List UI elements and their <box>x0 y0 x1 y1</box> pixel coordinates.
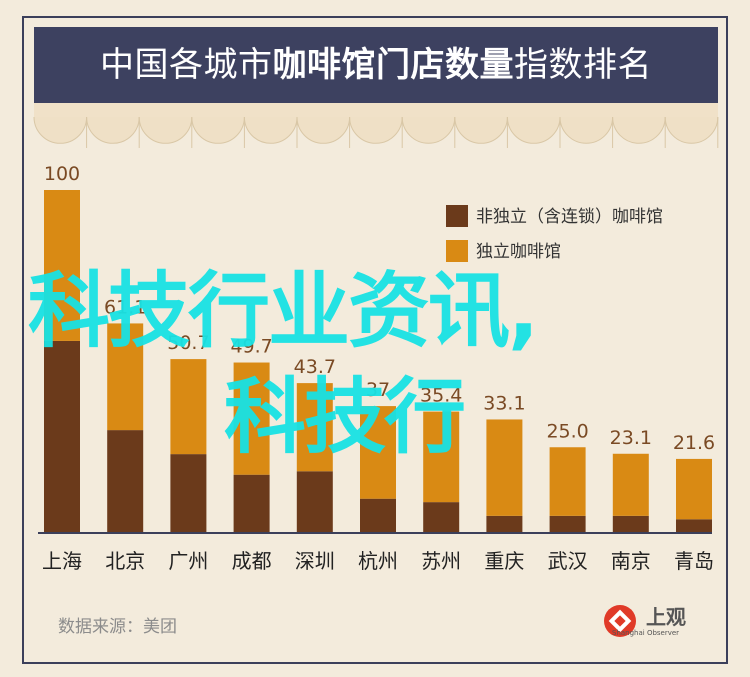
bar-independent <box>612 453 649 516</box>
logo-subtitle: Shanghai Observer <box>612 629 680 637</box>
category-label: 青岛 <box>674 549 714 573</box>
value-label: 43.7 <box>294 356 336 378</box>
bar-non-independent <box>233 474 270 533</box>
bar-non-independent <box>549 515 586 533</box>
bar-independent <box>360 406 396 499</box>
awning-scallop <box>86 116 140 144</box>
awning-scallop <box>454 116 508 144</box>
category-label: 重庆 <box>484 549 524 573</box>
bar-non-independent <box>486 515 523 533</box>
value-label: 100 <box>44 163 80 185</box>
bar-non-independent <box>676 519 712 533</box>
category-label: 上海 <box>42 549 82 573</box>
awning-decoration <box>33 103 719 148</box>
title-part3: 指数排名 <box>514 45 652 85</box>
bars <box>44 190 712 533</box>
category-labels: 上海 北京 广州 成都 深圳 杭州 苏州 重庆 武汉 南京 青岛 <box>42 549 714 573</box>
value-label: 35.4 <box>420 385 462 407</box>
awning-scallop <box>664 116 719 144</box>
bar-non-independent <box>612 515 649 533</box>
bar-independent <box>233 362 270 475</box>
value-label: 50.7 <box>167 332 209 354</box>
category-label: 武汉 <box>548 549 588 573</box>
bar-independent <box>423 411 460 503</box>
category-label: 广州 <box>168 549 208 573</box>
awning-scallop <box>559 116 614 144</box>
bar-independent <box>486 419 523 516</box>
bar-non-independent <box>44 340 80 533</box>
category-label: 成都 <box>232 549 272 573</box>
category-label: 苏州 <box>421 549 461 573</box>
legend-label: 独立咖啡馆 <box>476 242 561 262</box>
awning-scallop <box>349 116 403 144</box>
awning-scallop <box>612 116 666 144</box>
value-label: 37 <box>366 379 390 401</box>
watermark-line1: 科技行业资讯, <box>28 264 539 359</box>
awning-scallop <box>191 116 245 144</box>
value-labels: 100 61.1 50.7 49.7 43.7 37 35.4 33.1 25.0 23.1 21.… <box>44 163 715 454</box>
bar-independent <box>107 323 144 431</box>
awning-scallop <box>401 116 456 144</box>
title-part2: 咖啡馆门店数量 <box>272 45 514 85</box>
awning-scallop <box>506 116 561 144</box>
chart-title: 中国各城市咖啡馆门店数量指数排名 <box>34 27 718 103</box>
category-label: 北京 <box>105 549 145 573</box>
bar-independent <box>676 458 712 520</box>
logo-name: 上观 <box>646 605 686 629</box>
value-label: 49.7 <box>230 336 272 358</box>
bar-non-independent <box>360 498 396 533</box>
value-label: 25.0 <box>546 420 588 442</box>
bar-non-independent <box>296 471 333 533</box>
source-note: 数据来源：美团 <box>58 617 177 637</box>
watermark-line2: 科技行 <box>224 370 466 465</box>
title-part1: 中国各城市 <box>100 45 273 85</box>
legend-swatch <box>446 205 468 227</box>
category-label: 南京 <box>611 549 651 573</box>
bar-independent <box>296 383 333 472</box>
awning-scallop <box>138 116 193 144</box>
logo-icon <box>604 605 636 637</box>
bar-non-independent <box>170 454 207 533</box>
value-label: 21.6 <box>673 432 715 454</box>
bar-non-independent <box>107 430 144 533</box>
value-label: 33.1 <box>483 392 525 414</box>
awning-scallop <box>33 116 88 144</box>
value-label: 23.1 <box>610 427 652 449</box>
bar-non-independent <box>423 502 460 533</box>
bar-independent <box>549 447 586 516</box>
awning-scallop <box>243 116 298 144</box>
awning-band <box>34 103 718 117</box>
value-label: 61.1 <box>104 296 146 318</box>
legend-swatch <box>446 240 468 262</box>
bar-independent <box>44 190 80 341</box>
bar-independent <box>170 359 207 455</box>
legend-label: 非独立（含连锁）咖啡馆 <box>476 207 663 227</box>
awning-scallop <box>296 116 351 144</box>
title-banner <box>34 27 718 103</box>
category-label: 深圳 <box>295 549 335 573</box>
category-label: 杭州 <box>358 549 398 573</box>
